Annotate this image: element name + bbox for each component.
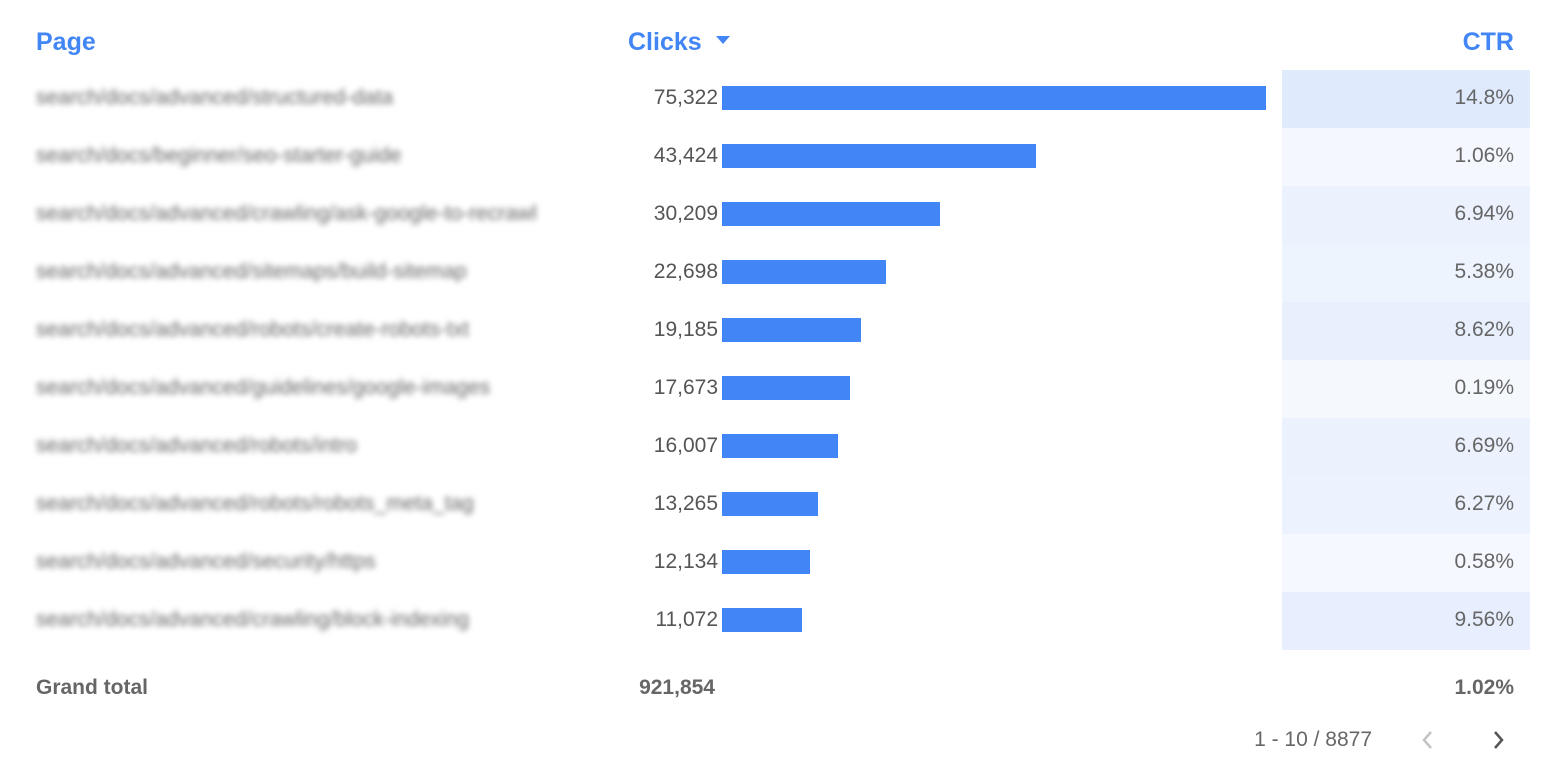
ctr-value: 14.8% [1454,86,1514,109]
page-cell[interactable]: search/docs/advanced/robots/robots_meta_… [36,492,474,515]
ctr-value: 6.69% [1454,434,1514,457]
pagination-range: 1 - 10 / 8877 [1254,728,1372,751]
ctr-value: 9.56% [1454,608,1514,631]
sort-descending-icon [715,36,730,45]
ctr-cell: 0.19% [1282,360,1530,418]
ctr-column-header[interactable]: CTR [1462,28,1514,56]
page-cell[interactable]: search/docs/advanced/sitemaps/build-site… [36,260,467,283]
clicks-cell: 16,007 [653,434,718,457]
table-row[interactable]: search/docs/advanced/structured-data 75,3… [0,70,1546,128]
ctr-cell: 0.58% [1282,534,1530,592]
ctr-value: 5.38% [1454,260,1514,283]
page-cell[interactable]: search/docs/advanced/guidelines/google-i… [36,376,491,399]
clicks-column-header[interactable]: Clicks [628,28,730,57]
clicks-bar [722,550,810,574]
clicks-cell: 22,698 [653,260,718,283]
ctr-value: 0.58% [1454,550,1514,573]
clicks-cell: 30,209 [653,202,718,225]
clicks-cell: 12,134 [653,550,718,573]
table-row[interactable]: search/docs/beginner/seo-starter-guide 43… [0,128,1546,186]
clicks-cell: 43,424 [653,144,718,167]
clicks-bar [722,86,1266,110]
page-cell[interactable]: search/docs/beginner/seo-starter-guide [36,144,402,167]
table-row[interactable]: search/docs/advanced/robots/robots_meta_… [0,476,1546,534]
ctr-value: 8.62% [1454,318,1514,341]
clicks-cell: 75,322 [653,86,718,109]
clicks-cell: 17,673 [653,376,718,399]
ctr-cell: 6.27% [1282,476,1530,534]
table-row[interactable]: search/docs/advanced/crawling/block-inde… [0,592,1546,650]
previous-page-icon[interactable] [1416,728,1440,752]
ctr-cell: 8.62% [1282,302,1530,360]
clicks-bar [722,260,886,284]
ctr-cell: 6.69% [1282,418,1530,476]
grand-total-label: Grand total [36,676,149,699]
clicks-header-label: Clicks [628,28,702,56]
clicks-bar [722,434,838,458]
clicks-bar [722,144,1036,168]
clicks-bar [722,376,850,400]
clicks-cell: 19,185 [653,318,718,341]
table-row[interactable]: search/docs/advanced/sitemaps/build-site… [0,244,1546,302]
table-row[interactable]: search/docs/advanced/crawling/ask-google… [0,186,1546,244]
grand-total-clicks: 921,854 [639,676,715,699]
clicks-cell: 13,265 [653,492,718,515]
page-cell[interactable]: search/docs/advanced/crawling/ask-google… [36,202,537,225]
page-column-header[interactable]: Page [36,28,96,56]
table-row[interactable]: search/docs/advanced/robots/create-robot… [0,302,1546,360]
ctr-cell: 9.56% [1282,592,1530,650]
table-row[interactable]: search/docs/advanced/robots/intro 16,007 6… [0,418,1546,476]
clicks-bar [722,608,802,632]
page-cell[interactable]: search/docs/advanced/security/https [36,550,376,573]
page-cell[interactable]: search/docs/advanced/crawling/block-inde… [36,608,470,631]
ctr-cell: 14.8% [1282,70,1530,128]
clicks-bar [722,318,861,342]
table-row[interactable]: search/docs/advanced/security/https 12,13… [0,534,1546,592]
page-cell[interactable]: search/docs/advanced/robots/intro [36,434,358,457]
page-cell[interactable]: search/docs/advanced/structured-data [36,86,394,109]
ctr-cell: 1.06% [1282,128,1530,186]
ctr-value: 0.19% [1454,376,1514,399]
ctr-cell: 5.38% [1282,244,1530,302]
clicks-bar [722,202,941,226]
table-row[interactable]: search/docs/advanced/guidelines/google-i… [0,360,1546,418]
clicks-cell: 11,072 [655,608,718,631]
ctr-value: 1.06% [1454,144,1514,167]
ctr-value: 6.27% [1454,492,1514,515]
ctr-value: 6.94% [1454,202,1514,225]
page-cell[interactable]: search/docs/advanced/robots/create-robot… [36,318,470,341]
next-page-icon[interactable] [1486,728,1510,752]
ctr-cell: 6.94% [1282,186,1530,244]
grand-total-ctr: 1.02% [1454,676,1514,699]
clicks-bar [722,492,818,516]
